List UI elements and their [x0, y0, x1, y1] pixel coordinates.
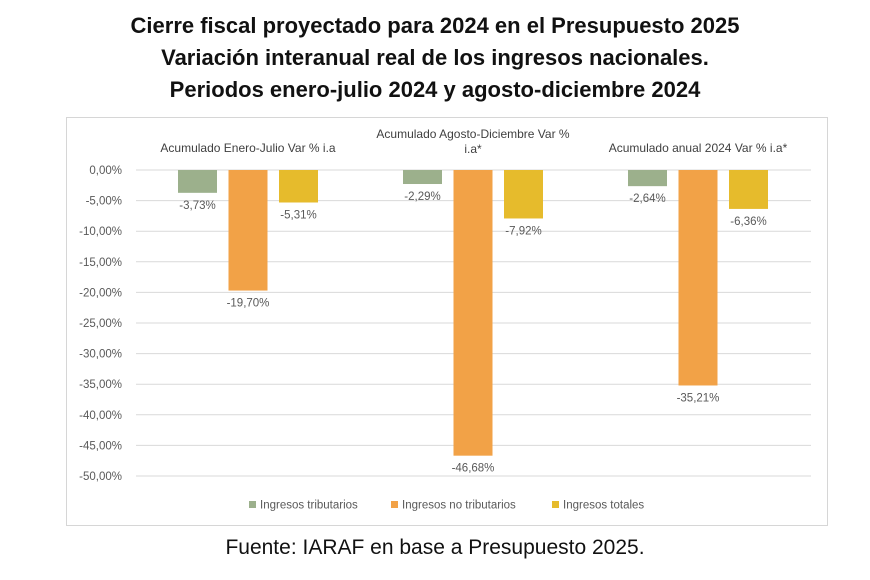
y-tick-label: -10,00% [79, 226, 122, 238]
bar-ingresos-tributarios [178, 170, 217, 193]
bar-ingresos-no-tributarios [678, 170, 718, 386]
data-label: -46,68% [452, 463, 495, 475]
data-label: -3,73% [179, 200, 215, 212]
legend-label: Ingresos no tributarios [402, 500, 516, 512]
legend-swatch [249, 501, 256, 508]
title-line-3: Periodos enero-julio 2024 y agosto-dicie… [169, 77, 701, 102]
bar-ingresos-tributarios [628, 170, 667, 187]
y-tick-label: -40,00% [79, 410, 122, 422]
data-label: -19,70% [227, 298, 270, 310]
legend-swatch [391, 501, 398, 508]
y-tick-label: 0,00% [89, 165, 122, 177]
data-label: -5,31% [280, 209, 316, 221]
category-labels: Acumulado Enero-Julio Var % i.a Acumulado… [160, 127, 787, 156]
y-tick-label: -50,00% [79, 471, 122, 483]
legend-swatch [552, 501, 559, 508]
data-label: -2,64% [629, 193, 665, 205]
y-tick-label: -20,00% [79, 287, 122, 299]
data-label: -35,21% [677, 392, 720, 404]
bar-ingresos-totales [729, 170, 768, 209]
category-label: Acumulado anual 2024 Var % i.a* [609, 141, 788, 155]
legend-item: Ingresos totales [552, 500, 644, 512]
y-tick-label: -35,00% [79, 379, 122, 391]
legend: Ingresos tributarios Ingresos no tributar… [249, 500, 644, 512]
source-note: Fuente: IARAF en base a Presupuesto 2025… [225, 536, 645, 559]
data-label: -6,36% [730, 216, 766, 228]
y-tick-label: -25,00% [79, 318, 122, 330]
bar-ingresos-no-tributarios [453, 170, 493, 456]
y-tick-label: -30,00% [79, 349, 122, 361]
bar-ingresos-totales [279, 170, 318, 203]
y-axis-labels: 0,00% -5,00% -10,00% -15,00% -20,00% -25,00% -… [79, 165, 122, 483]
chart-title: Cierre fiscal proyectado para 2024 en el… [0, 10, 870, 106]
data-labels: -3,73% -2,29% -2,64% -19,70% -46,68% -35,21% -… [179, 191, 766, 475]
bar-ingresos-totales [504, 170, 543, 219]
legend-label: Ingresos tributarios [260, 500, 358, 512]
legend-label: Ingresos totales [563, 500, 644, 512]
y-tick-label: -5,00% [86, 196, 122, 208]
legend-item: Ingresos tributarios [249, 500, 358, 512]
category-label: Acumulado Agosto-Diciembre Var % [376, 127, 570, 141]
category-label: Acumulado Enero-Julio Var % i.a [160, 141, 336, 155]
category-label: i.a* [464, 142, 482, 156]
y-tick-label: -45,00% [79, 440, 122, 452]
legend-item: Ingresos no tributarios [391, 500, 516, 512]
y-tick-label: -15,00% [79, 257, 122, 269]
bars [178, 170, 768, 456]
title-line-2: Variación interanual real de los ingreso… [161, 45, 709, 70]
data-label: -7,92% [505, 225, 541, 237]
bar-ingresos-no-tributarios [228, 170, 268, 291]
data-label: -2,29% [404, 191, 440, 203]
title-line-1: Cierre fiscal proyectado para 2024 en el… [130, 13, 740, 38]
bar-ingresos-tributarios [403, 170, 442, 185]
